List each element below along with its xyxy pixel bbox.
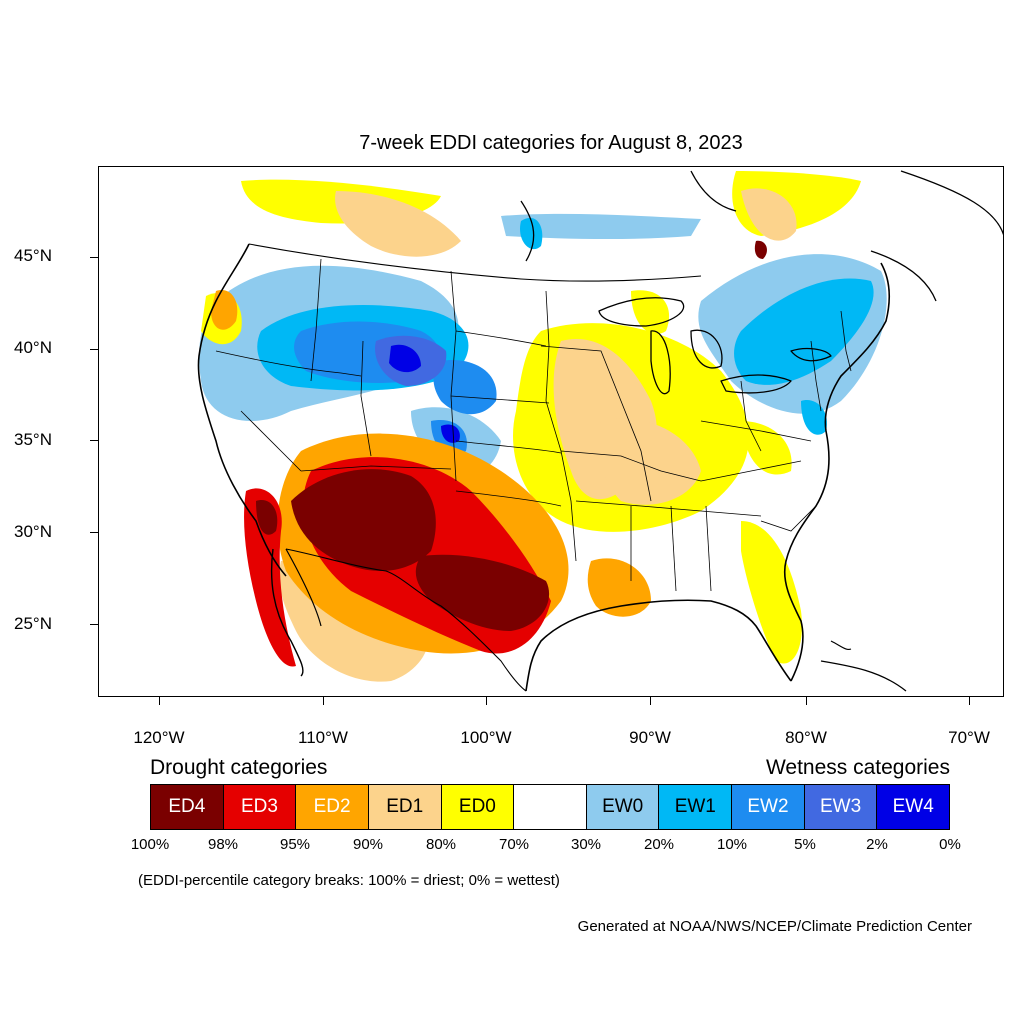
percentile-label: 80% (425, 836, 457, 853)
lat-label-35n: 35°N (14, 430, 52, 449)
legend-box-ew3: EW3 (804, 785, 878, 829)
lon-tick (323, 697, 324, 705)
lon-tick (486, 697, 487, 705)
lat-tick (90, 349, 98, 350)
legend-box-ed4: ED4 (151, 785, 224, 829)
credit-text: Generated at NOAA/NWS/NCEP/Climate Predi… (577, 918, 972, 935)
lon-tick (969, 697, 970, 705)
category-legend: ED4 ED3 ED2 ED1 ED0 EW0 EW1 EW2 EW3 EW4 (150, 784, 950, 830)
percentile-label: 90% (352, 836, 384, 853)
lon-label-90w: 90°W (629, 728, 671, 747)
category-fill-layer (199, 171, 887, 682)
map-boundaries (197, 170, 1003, 692)
lat-tick (90, 257, 98, 258)
map-panel (98, 166, 1004, 697)
state-boundaries (215, 258, 852, 592)
legend-box-ed3: ED3 (223, 785, 297, 829)
legend-box-ew4: EW4 (877, 785, 950, 829)
percentile-label: 0% (939, 836, 961, 853)
lon-label-120w: 120°W (133, 728, 185, 747)
legend-box-ed0: ED0 (441, 785, 515, 829)
lat-tick (90, 624, 98, 625)
legend-box-ew0: EW0 (586, 785, 660, 829)
legend-box-neutral (514, 785, 587, 829)
lat-tick (90, 440, 98, 441)
lon-tick (650, 697, 651, 705)
lon-label-80w: 80°W (785, 728, 827, 747)
percentile-note: (EDDI-percentile category breaks: 100% =… (138, 872, 560, 889)
percentile-label: 30% (570, 836, 602, 853)
lat-label-30n: 30°N (14, 522, 52, 541)
map-title: 7-week EDDI categories for August 8, 202… (359, 132, 743, 154)
lat-tick (90, 532, 98, 533)
lon-tick (806, 697, 807, 705)
lat-label-25n: 25°N (14, 614, 52, 633)
percentile-label: 5% (794, 836, 816, 853)
percentile-label: 98% (207, 836, 239, 853)
percentile-label: 100% (130, 836, 170, 853)
drought-categories-title: Drought categories (150, 756, 328, 779)
eddi-map (197, 170, 1003, 692)
legend-box-ed1: ED1 (368, 785, 442, 829)
lon-label-70w: 70°W (948, 728, 990, 747)
legend-box-ew2: EW2 (732, 785, 805, 829)
lon-label-110w: 110°W (298, 728, 348, 747)
percentile-label: 70% (498, 836, 530, 853)
percentile-label: 95% (279, 836, 311, 853)
percentile-label: 10% (716, 836, 748, 853)
percentile-label: 2% (866, 836, 888, 853)
percentile-label: 20% (643, 836, 675, 853)
legend-box-ew1: EW1 (659, 785, 733, 829)
lat-label-45n: 45°N (14, 246, 52, 265)
legend-box-ed2: ED2 (296, 785, 369, 829)
lat-label-40n: 40°N (14, 338, 52, 357)
lon-tick (159, 697, 160, 705)
lon-label-100w: 100°W (460, 728, 512, 747)
wetness-categories-title: Wetness categories (765, 756, 950, 779)
